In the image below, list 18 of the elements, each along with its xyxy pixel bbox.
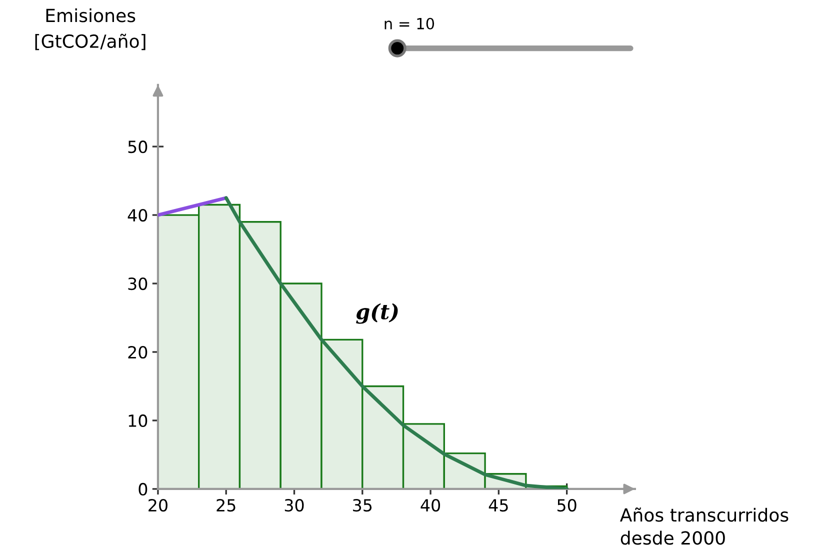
y-tick-label: 30 bbox=[128, 277, 148, 290]
line-series bbox=[224, 196, 569, 489]
x-tick-label: 35 bbox=[353, 498, 372, 512]
x-tick-label: 30 bbox=[284, 498, 304, 512]
x-tick-label: 20 bbox=[148, 498, 168, 512]
y-tick-label: 10 bbox=[128, 414, 148, 428]
y-axis-title: Emisiones [GtCO2/año] bbox=[35, 8, 146, 50]
series-label: g(t) bbox=[356, 303, 398, 324]
text: n = 10 bbox=[384, 18, 434, 30]
x-tick-label: 25 bbox=[216, 498, 236, 512]
y-tick-label: 0 bbox=[138, 482, 148, 496]
x-tick-label: 50 bbox=[558, 498, 576, 512]
x-axis-title: Años transcurridos desde 2000 bbox=[620, 508, 788, 545]
x-tick-label: 40 bbox=[420, 498, 440, 512]
y-tick-label: 40 bbox=[128, 208, 148, 222]
y-tick-label: 50 bbox=[128, 140, 148, 154]
y-tick-label: 20 bbox=[128, 346, 148, 359]
x-tick-label: 45 bbox=[488, 499, 508, 512]
